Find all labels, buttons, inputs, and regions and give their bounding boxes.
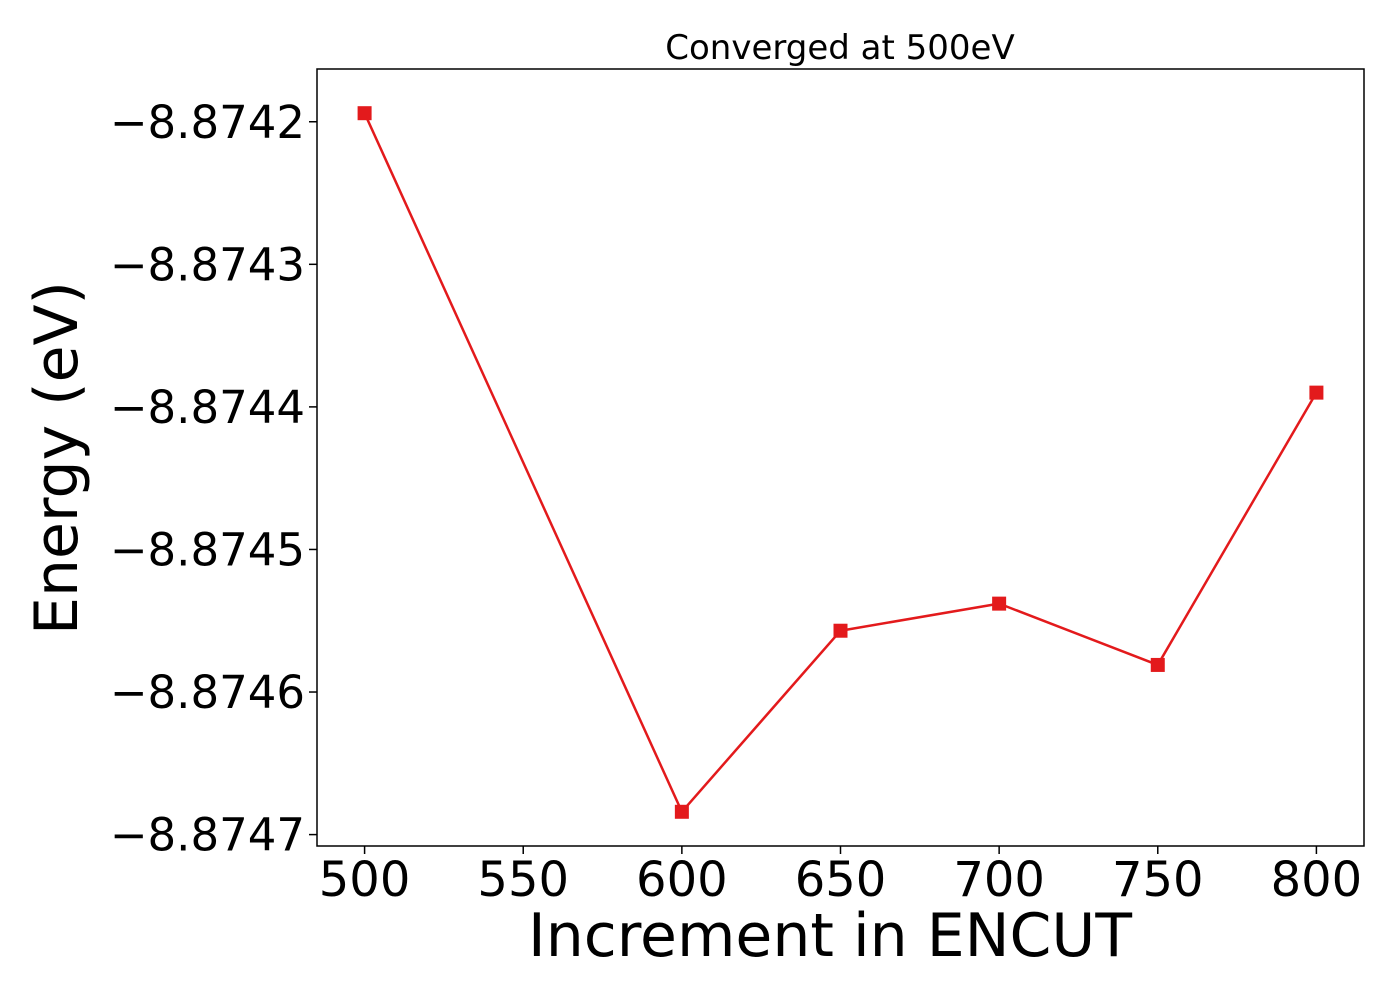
data-point-marker xyxy=(357,106,372,121)
series-layer xyxy=(357,106,1324,819)
axis-ticks: 500 550 600 650 700 750 800 −8.8742 −8.8743 −8.87… xyxy=(110,96,1362,908)
y-tick-label: −8.8742 xyxy=(110,96,305,149)
data-point-marker xyxy=(1309,385,1324,400)
chart-title: Converged at 500eV xyxy=(665,28,1014,68)
y-tick-label: −8.8744 xyxy=(110,381,305,434)
data-point-marker xyxy=(1150,657,1165,672)
x-tick-label: 550 xyxy=(477,852,569,908)
data-point-marker xyxy=(992,596,1007,611)
x-tick-label: 700 xyxy=(953,852,1045,908)
y-tick-label: −8.8747 xyxy=(110,809,305,862)
series-line xyxy=(363,112,1318,814)
y-tick-label: −8.8745 xyxy=(110,523,305,576)
y-tick-label: −8.8746 xyxy=(110,666,305,719)
x-tick-label: 750 xyxy=(1112,852,1204,908)
x-tick-label: 800 xyxy=(1271,852,1363,908)
x-tick-label: 500 xyxy=(319,852,411,908)
x-tick-label: 600 xyxy=(636,852,728,908)
x-axis-label: Increment in ENCUT xyxy=(528,901,1132,971)
y-axis-label: Energy (eV) xyxy=(22,281,92,635)
x-tick-label: 650 xyxy=(795,852,887,908)
y-tick-label: −8.8743 xyxy=(110,238,305,291)
data-point-marker xyxy=(674,804,689,819)
data-point-marker xyxy=(833,623,848,638)
